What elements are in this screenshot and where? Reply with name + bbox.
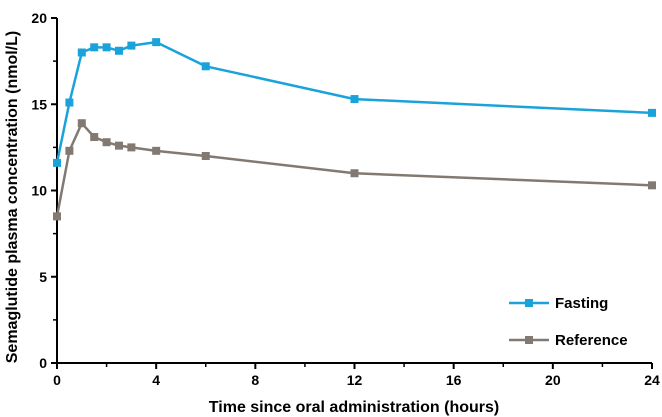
- fasting-data-point: [102, 43, 111, 52]
- legend-reference-label: Reference: [555, 332, 628, 349]
- reference-data-point: [201, 152, 210, 160]
- ticks: 0 4 8 12 16 20 24 0 5 10 15 20: [31, 10, 660, 388]
- y-axis-title: Semaglutide plasma concentration (nmol/L…: [4, 31, 21, 364]
- reference-data-point: [53, 212, 61, 221]
- fasting-data-point: [127, 41, 136, 50]
- fasting-data-point: [648, 108, 656, 117]
- series-group: [53, 38, 656, 221]
- y-tick-label: 20: [31, 10, 47, 26]
- y-tick-label: 5: [39, 269, 47, 285]
- legend-fasting-marker: [525, 299, 533, 307]
- fasting-data-point: [201, 62, 210, 71]
- fasting-data-point: [65, 98, 74, 107]
- reference-data-point: [648, 181, 656, 190]
- reference-data-point: [77, 119, 86, 128]
- fasting-data-point: [53, 158, 61, 167]
- y-tick-label: 0: [39, 355, 47, 371]
- fasting-data-point: [350, 95, 359, 104]
- legend-fasting-label: Fasting: [555, 295, 608, 312]
- x-tick-label: 12: [347, 372, 363, 388]
- x-tick-label: 4: [152, 372, 160, 388]
- x-axis-title: Time since oral administration (hours): [209, 399, 499, 416]
- y-tick-label: 15: [31, 96, 47, 112]
- reference-data-point: [350, 169, 359, 178]
- reference-data-point: [65, 146, 74, 155]
- fasting-data-point: [77, 48, 86, 57]
- reference-data-point: [114, 141, 123, 150]
- reference-data-point: [127, 143, 136, 152]
- x-tick-label: 20: [545, 372, 561, 388]
- fasting-data-point: [152, 38, 161, 47]
- x-tick-label: 16: [446, 372, 462, 388]
- fasting-data-point: [114, 46, 123, 55]
- x-tick-label: 8: [251, 372, 259, 388]
- x-tick-label: 0: [53, 372, 61, 388]
- y-tick-label: 10: [31, 183, 47, 199]
- reference-data-point: [90, 133, 99, 142]
- x-tick-label: 24: [644, 372, 660, 388]
- reference-data-point: [102, 138, 111, 147]
- legend-reference-marker: [525, 336, 533, 344]
- reference-data-point: [152, 146, 161, 155]
- fasting-data-point: [90, 43, 99, 52]
- legend: Fasting Reference: [509, 295, 628, 349]
